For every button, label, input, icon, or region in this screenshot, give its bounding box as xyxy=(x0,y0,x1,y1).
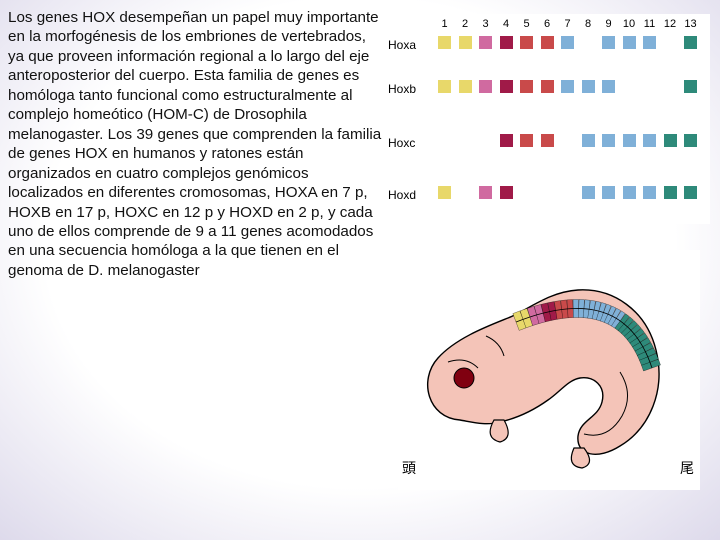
gene-row-hoxb xyxy=(438,80,697,93)
gene-box xyxy=(520,134,533,147)
paralog-number: 1 xyxy=(438,18,451,30)
label-tail-cjk: 尾 xyxy=(680,458,694,478)
gene-row-hoxd xyxy=(438,186,697,199)
gene-box xyxy=(459,36,472,49)
gene-box xyxy=(479,186,492,199)
gene-box xyxy=(500,134,513,147)
paralog-number: 13 xyxy=(684,18,697,30)
gene-box xyxy=(520,186,533,199)
paralog-number: 9 xyxy=(602,18,615,30)
gene-box xyxy=(643,186,656,199)
gene-box xyxy=(438,36,451,49)
gene-box xyxy=(643,80,656,93)
gene-box xyxy=(561,134,574,147)
gene-box xyxy=(623,36,636,49)
gene-box xyxy=(643,36,656,49)
cluster-label-hoxa: Hoxa xyxy=(388,38,416,52)
gene-box xyxy=(623,134,636,147)
paralog-numbers: 12345678910111213 xyxy=(438,18,706,30)
gene-box xyxy=(541,186,554,199)
gene-box xyxy=(520,36,533,49)
embryo-eye xyxy=(454,368,474,388)
gene-box xyxy=(500,186,513,199)
gene-box xyxy=(479,134,492,147)
paralog-number: 5 xyxy=(520,18,533,30)
figure-column: 12345678910111213 HoxaHoxbHoxcHoxd 頭 xyxy=(386,0,720,540)
paralog-number: 6 xyxy=(541,18,554,30)
paralog-number: 4 xyxy=(500,18,513,30)
gene-box xyxy=(664,186,677,199)
gene-box xyxy=(541,36,554,49)
embryo-svg xyxy=(398,250,700,490)
gene-box xyxy=(623,186,636,199)
gene-box xyxy=(602,80,615,93)
cluster-label-hoxc: Hoxc xyxy=(388,136,415,150)
gene-box xyxy=(479,36,492,49)
gene-box xyxy=(438,80,451,93)
gene-box xyxy=(541,134,554,147)
gene-box xyxy=(582,80,595,93)
body-text: Los genes HOX desempeñan un papel muy im… xyxy=(8,8,382,280)
gene-box xyxy=(643,134,656,147)
gene-box xyxy=(684,80,697,93)
paralog-number: 2 xyxy=(459,18,472,30)
paralog-number: 11 xyxy=(643,18,656,30)
gene-box xyxy=(602,186,615,199)
gene-box xyxy=(582,36,595,49)
gene-box xyxy=(602,36,615,49)
gene-box xyxy=(438,134,451,147)
gene-row-hoxc xyxy=(438,134,697,147)
gene-box xyxy=(459,80,472,93)
cluster-label-hoxb: Hoxb xyxy=(388,82,416,96)
gene-box xyxy=(684,36,697,49)
gene-box xyxy=(459,134,472,147)
gene-box xyxy=(561,80,574,93)
gene-box xyxy=(602,134,615,147)
gene-box xyxy=(664,80,677,93)
embryo-panel: 頭 尾 xyxy=(398,250,700,490)
gene-box xyxy=(561,36,574,49)
label-head-cjk: 頭 xyxy=(402,458,416,478)
gene-box xyxy=(664,134,677,147)
paralog-number: 3 xyxy=(479,18,492,30)
paralog-number: 12 xyxy=(664,18,677,30)
cluster-label-hoxd: Hoxd xyxy=(388,188,416,202)
gene-box xyxy=(684,134,697,147)
gene-row-hoxa xyxy=(438,36,697,49)
paralog-number: 10 xyxy=(623,18,636,30)
gene-box xyxy=(500,80,513,93)
gene-box xyxy=(582,134,595,147)
gene-box xyxy=(623,80,636,93)
gene-box xyxy=(479,80,492,93)
gene-box xyxy=(500,36,513,49)
gene-box xyxy=(561,186,574,199)
hox-cluster-chart: 12345678910111213 HoxaHoxbHoxcHoxd xyxy=(386,14,710,224)
limb-bud-1 xyxy=(490,420,508,442)
paralog-number: 7 xyxy=(561,18,574,30)
gene-box xyxy=(459,186,472,199)
gene-box xyxy=(684,186,697,199)
gene-box xyxy=(438,186,451,199)
gene-box xyxy=(582,186,595,199)
gene-box xyxy=(520,80,533,93)
paralog-number: 8 xyxy=(582,18,595,30)
gene-box xyxy=(541,80,554,93)
gene-box xyxy=(664,36,677,49)
